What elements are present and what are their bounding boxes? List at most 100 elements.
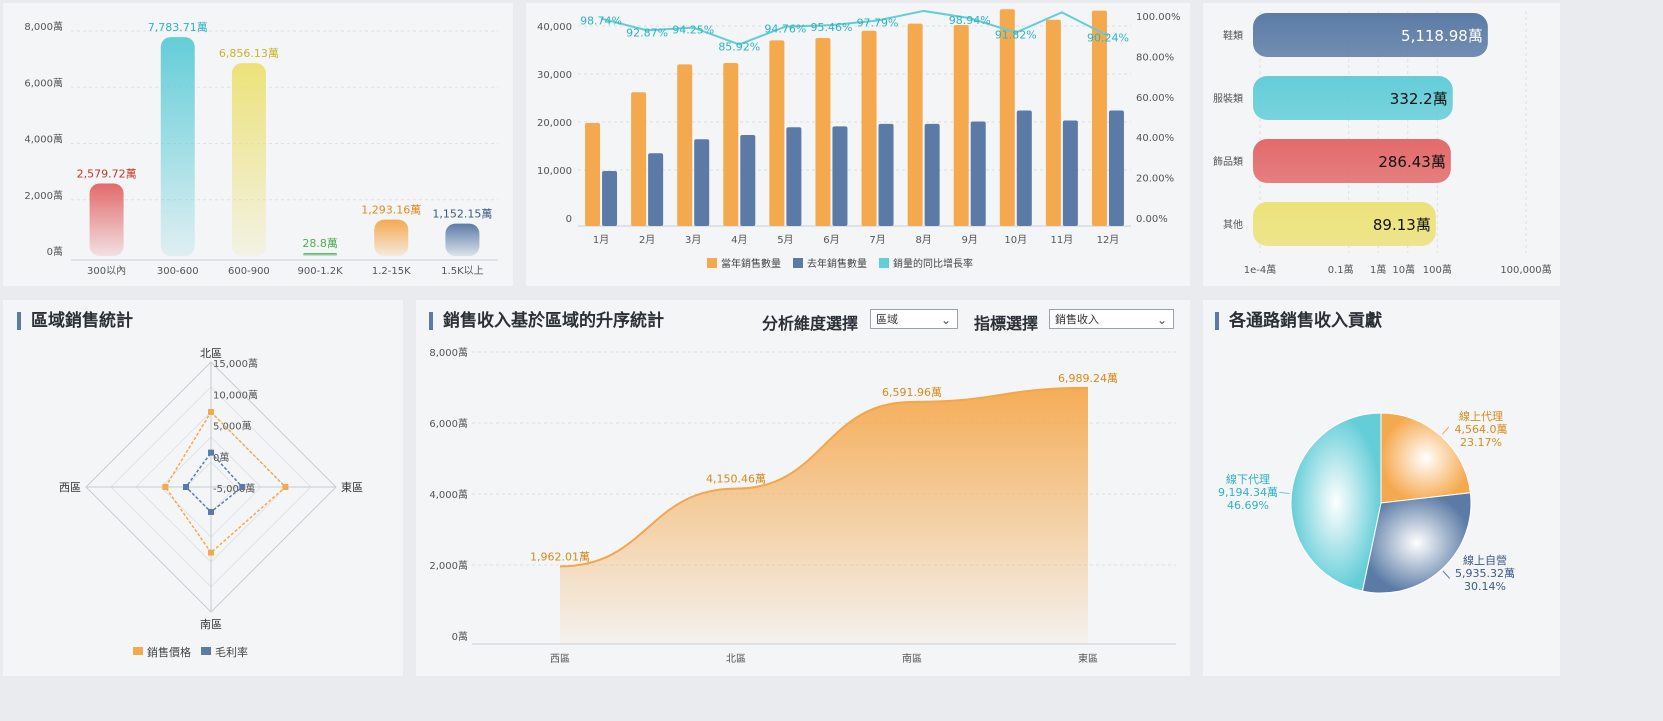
- x-tick-label: 10月: [1004, 234, 1027, 246]
- legend-swatch: [793, 258, 803, 268]
- x-tick-label: 100,000萬: [1500, 263, 1551, 276]
- metric-label: 指標選擇: [974, 314, 1039, 333]
- region-revenue-panel: 銷售收入基於區域的升序統計 分析維度選擇 區域 ⌄ 指標選擇 銷售收入 ⌄ 0萬…: [416, 300, 1190, 676]
- y-right-tick-label: 60.00%: [1136, 93, 1174, 104]
- radar-ring-label: 5,000萬: [213, 420, 252, 433]
- bar: [1253, 13, 1488, 57]
- region-revenue-title: 銷售收入基於區域的升序統計: [429, 312, 664, 330]
- bar-current-year: [723, 62, 739, 227]
- bar-last-year: [1062, 120, 1078, 226]
- monthly-sales-chart: 0 10,000 20,000 30,000 40,000 0.00% 20.00% 40.0…: [537, 9, 1181, 270]
- bar-current-year: [631, 92, 647, 227]
- monthly-sales-panel: 0 10,000 20,000 30,000 40,000 0.00% 20.00% 40.0…: [526, 3, 1190, 286]
- dimension-label: 分析維度選擇: [762, 314, 859, 333]
- y-tick-label: 0萬: [452, 630, 468, 643]
- y-left-tick-label: 30,000: [537, 70, 572, 81]
- bar: [160, 37, 195, 256]
- bar-value-label: 28.8萬: [302, 237, 338, 250]
- radar-ring-label: 15,000萬: [213, 357, 258, 370]
- x-tick-label: 11月: [1051, 234, 1074, 246]
- pie-slice: [1380, 412, 1471, 504]
- bar: [445, 223, 480, 256]
- channel-revenue-title: 各通路銷售收入貢獻: [1215, 312, 1382, 330]
- bar-value-label: 332.2萬: [1390, 90, 1448, 108]
- bar-last-year: [648, 153, 664, 226]
- category-panel: 1e-4萬 0.1萬 1萬 10萬 100萬 100,000萬 鞋類 5,118.98萬 服裝類…: [1203, 3, 1560, 286]
- y-tick-label: 0萬: [47, 245, 63, 258]
- channel-revenue-panel: 各通路銷售收入貢獻 線上代理 4,564.0萬 23.17% 線上自營 5,935.32…: [1203, 300, 1560, 676]
- bar-current-year: [1091, 10, 1107, 226]
- bar-last-year: [924, 123, 940, 226]
- area-line: [559, 386, 1089, 568]
- x-tick-label: 北區: [726, 653, 746, 665]
- x-tick-label: 9月: [962, 234, 978, 246]
- pie-slice: [1290, 412, 1382, 592]
- dimension-select-value: 區域: [876, 313, 898, 326]
- bar-last-year: [832, 126, 848, 226]
- area-value-label: 6,989.24萬: [1058, 372, 1118, 385]
- category-chart: 1e-4萬 0.1萬 1萬 10萬 100萬 100,000萬 鞋類 5,118.98萬服裝類…: [1213, 11, 1552, 276]
- y-left-tick-label: 10,000: [537, 166, 572, 177]
- y-left-tick-label: 40,000: [537, 22, 572, 33]
- pie-slice-value: 4,564.0萬: [1455, 423, 1508, 436]
- bar-current-year: [769, 40, 785, 227]
- bar: [303, 253, 338, 256]
- growth-label: 94.76%: [764, 23, 806, 36]
- y-right-tick-label: 0.00%: [1136, 214, 1168, 225]
- radar-point: [208, 509, 214, 515]
- bar-value-label: 2,579.72萬: [77, 167, 137, 180]
- y-right-tick-label: 40.00%: [1136, 133, 1174, 144]
- dimension-select[interactable]: 區域 ⌄: [870, 309, 958, 329]
- chevron-down-icon: ⌄: [940, 313, 951, 327]
- bar-value-label: 89.13萬: [1373, 216, 1431, 234]
- pie-slice-name: 線上代理: [1459, 409, 1503, 423]
- metric-select[interactable]: 銷售收入 ⌄: [1049, 309, 1174, 329]
- price-band-panel: 0萬 2,000萬 4,000萬 6,000萬 8,000萬 2,579.72萬 300以內…: [3, 3, 513, 286]
- region-stats-title: 區域銷售統計: [17, 312, 133, 330]
- bar-last-year: [970, 121, 986, 226]
- bar-value-label: 1,152.15萬: [432, 208, 492, 221]
- radar-point: [208, 449, 214, 456]
- x-tick-label: 2月: [639, 234, 655, 246]
- growth-label: 97.79%: [857, 16, 899, 29]
- y-right-tick-label: 80.00%: [1136, 52, 1174, 63]
- radar-series-polygon: [164, 410, 287, 554]
- bar-value-label: 6,856.13萬: [219, 47, 279, 60]
- legend-swatch: [133, 647, 143, 655]
- x-tick-label: 1e-4萬: [1244, 263, 1277, 276]
- metric-select-value: 銷售收入: [1055, 313, 1099, 326]
- growth-label: 90.24%: [1087, 32, 1129, 45]
- x-tick-label: 100萬: [1423, 263, 1452, 276]
- bar-last-year: [786, 127, 802, 226]
- legend-label: 當年銷售數量: [721, 257, 781, 270]
- x-tick-label: 4月: [731, 234, 747, 246]
- radar-ring-label: 0萬: [213, 451, 229, 464]
- y-tick-label: 2,000萬: [24, 189, 63, 202]
- bar-current-year: [815, 38, 831, 226]
- pie-slice-name: 線下代理: [1226, 472, 1270, 486]
- radar-ring-label: 10,000萬: [213, 388, 258, 401]
- bar: [231, 63, 266, 257]
- bar-value-label: 1,293.16萬: [361, 204, 421, 217]
- x-tick-label: 1萬: [1370, 263, 1386, 276]
- bar-last-year: [740, 134, 756, 226]
- x-tick-label: 6月: [823, 234, 839, 246]
- radar-point: [208, 409, 214, 415]
- x-tick-label: 5月: [777, 234, 793, 246]
- y-tick-label: 8,000萬: [24, 20, 63, 33]
- radar-point: [239, 484, 246, 490]
- x-tick-label: 300以內: [87, 265, 126, 277]
- bar-current-year: [677, 64, 693, 227]
- legend-swatch: [707, 258, 717, 268]
- x-tick-label: 1月: [593, 234, 609, 246]
- bar-last-year: [1016, 110, 1032, 226]
- region-stats-panel: 區域銷售統計 -5,000萬 0萬 5,000萬 10,000萬 15,000萬 北區 東區…: [3, 300, 403, 676]
- y-right-tick-label: 100.00%: [1136, 12, 1181, 23]
- area-fill: [560, 387, 1088, 644]
- growth-line: [600, 9, 1109, 46]
- legend-swatch: [201, 647, 211, 655]
- growth-label: 98.94%: [949, 14, 991, 27]
- growth-label: 92.87%: [626, 26, 668, 39]
- bar-current-year: [999, 9, 1015, 227]
